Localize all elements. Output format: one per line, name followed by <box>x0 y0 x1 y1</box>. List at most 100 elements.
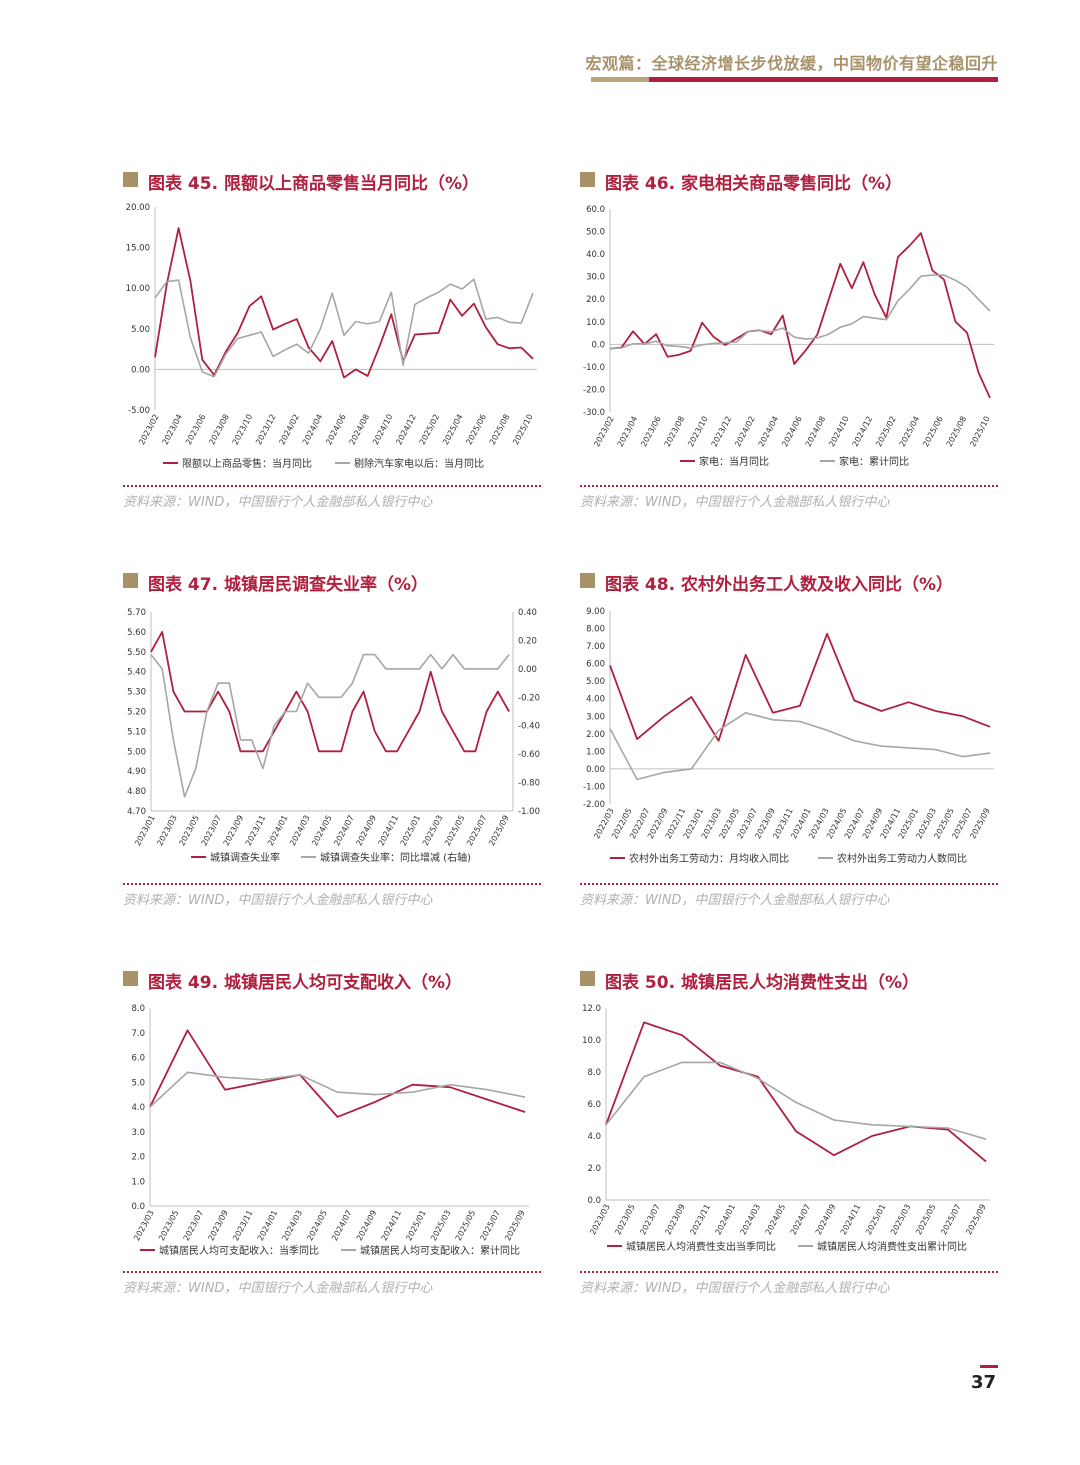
x-tick-label: 2024/05 <box>764 1203 788 1237</box>
x-tick-label: 2024/06 <box>780 415 804 449</box>
y2-tick-label: -0.60 <box>518 750 540 760</box>
y-tick-label: 2.0 <box>587 1164 601 1174</box>
x-tick-label: 2023/04 <box>161 413 185 447</box>
x-tick-label: 2024/12 <box>851 415 875 449</box>
x-tick-label: 2024/07 <box>330 1209 354 1243</box>
y-tick-label: 0.00 <box>131 365 150 375</box>
x-tick-label: 2025/05 <box>914 1203 938 1237</box>
y-tick-label: 3.00 <box>586 712 605 722</box>
chart-47: 4.70 4.80 4.90 5.00 5.10 5.20 5.30 5.40 5.50 5.60… <box>123 594 541 885</box>
x-tick-label: 2023/05 <box>177 814 201 848</box>
y-tick-label: 4.90 <box>127 767 146 777</box>
x-tick-label: 2024/11 <box>839 1203 863 1237</box>
series-line-2 <box>154 278 534 378</box>
y-tick-label: 0.0 <box>131 1202 145 1212</box>
x-tick-label: 2023/12 <box>254 413 278 447</box>
y-tick-label: 10.0 <box>582 1036 601 1046</box>
legend-label: 农村外出务工劳动力：月均收入同比 <box>629 852 789 865</box>
x-tick-label: 2025/08 <box>945 415 969 449</box>
x-tick-label: 2024/11 <box>380 1209 404 1243</box>
x-tick-label: 2024/04 <box>301 413 325 447</box>
x-tick-label: 2024/11 <box>377 814 401 848</box>
y-tick-label: -10.0 <box>583 363 605 373</box>
x-tick-label: 2025/01 <box>864 1203 888 1237</box>
x-tick-label: 2025/10 <box>511 413 535 447</box>
legend-item-1: 城镇调查失业率 <box>191 851 280 864</box>
x-tick-label: 2024/03 <box>739 1203 763 1237</box>
y-tick-label: 5.10 <box>127 727 146 737</box>
x-tick-label: 2023/12 <box>710 415 734 449</box>
y-tick-label: 6.0 <box>131 1054 145 1064</box>
y-tick-label: 10.0 <box>586 318 605 328</box>
legend-label: 城镇调查失业率 <box>210 851 280 864</box>
y2-tick-label: 0.20 <box>518 636 537 646</box>
x-tick-label: 2025/08 <box>488 413 512 447</box>
x-tick-label: 2024/03 <box>288 814 312 848</box>
y-tick-label: 15.00 <box>126 244 150 254</box>
x-tick-label: 2025/04 <box>441 413 465 447</box>
x-tick-label: 2025/10 <box>968 415 992 449</box>
chart-50: 0.0 2.0 4.0 6.0 8.0 10.0 12.0 2023/03 2023/05 202… <box>580 992 998 1273</box>
page-number: 37 <box>970 1372 996 1393</box>
x-tick-label: 2025/06 <box>464 413 488 447</box>
y-tick-label: 40.0 <box>586 250 605 260</box>
x-tick-label: 2025/09 <box>503 1209 527 1243</box>
x-tick-label: 2023/08 <box>663 415 687 449</box>
x-tick-label: 2025/05 <box>454 1209 478 1243</box>
x-tick-label: 2024/08 <box>348 413 372 447</box>
y-tick-label: 0.00 <box>586 765 605 775</box>
x-tick-label: 2024/10 <box>827 415 851 449</box>
x-tick-label: 2023/06 <box>184 413 208 447</box>
x-tick-label: 2025/06 <box>921 415 945 449</box>
x-tick-label: 2024/01 <box>266 814 290 848</box>
y-tick-label: 7.00 <box>586 642 605 652</box>
x-tick-label: 2024/09 <box>814 1203 838 1237</box>
x-tick-label: 2024/05 <box>310 814 334 848</box>
legend-label: 家电：当月同比 <box>699 455 769 468</box>
legend-label: 城镇居民人均消费性支出当季同比 <box>626 1240 776 1253</box>
x-tick-label: 2025/03 <box>429 1209 453 1243</box>
y-tick-label: -30.0 <box>583 408 605 418</box>
y-tick-label: 5.20 <box>127 708 146 718</box>
y-tick-label: 2.00 <box>586 730 605 740</box>
page-number-bar <box>980 1365 998 1368</box>
x-tick-label: 2023/11 <box>231 1209 255 1243</box>
series-line-2 <box>149 1071 526 1108</box>
source-49: 资料来源：WIND，中国银行个人金融部私人银行中心 <box>123 1281 433 1296</box>
y-tick-label: 10.00 <box>126 284 150 294</box>
x-tick-label: 2024/07 <box>789 1203 813 1237</box>
x-tick-label: 2024/01 <box>714 1203 738 1237</box>
x-tick-label: 2023/01 <box>133 814 157 848</box>
y-tick-label: 12.0 <box>582 1004 601 1014</box>
x-tick-label: 2025/03 <box>889 1203 913 1237</box>
x-tick-label: 2024/03 <box>281 1209 305 1243</box>
legend-label: 限额以上商品零售：当月同比 <box>182 457 312 470</box>
y-tick-label: 5.0 <box>131 1078 145 1088</box>
legend-label: 农村外出务工劳动力人数同比 <box>837 852 967 865</box>
y-tick-label: 5.00 <box>127 747 146 757</box>
x-tick-label: 2024/06 <box>324 413 348 447</box>
header-title: 宏观篇：全球经济增长步伐放缓，中国物价有望企稳回升 <box>585 54 998 73</box>
x-tick-label: 2023/03 <box>588 1203 612 1237</box>
x-tick-label: 2024/01 <box>256 1209 280 1243</box>
y-tick-label: 5.00 <box>131 325 150 335</box>
legend-label: 剔除汽车家电以后：当月同比 <box>354 457 484 470</box>
x-tick-label: 2023/09 <box>663 1203 687 1237</box>
legend-item-1: 限额以上商品零售：当月同比 <box>163 457 312 470</box>
y-tick-label: 5.50 <box>127 648 146 658</box>
y-tick-label: 4.0 <box>587 1132 601 1142</box>
header-bar <box>591 77 998 82</box>
x-tick-label: 2025/02 <box>874 415 898 449</box>
x-tick-label: 2023/07 <box>638 1203 662 1237</box>
legend-label: 城镇调查失业率：同比增减 (右轴) <box>320 851 471 864</box>
legend-item-2: 城镇调查失业率：同比增减 (右轴) <box>301 851 471 864</box>
y-tick-label: 60.0 <box>586 205 605 215</box>
y-tick-label: 1.0 <box>131 1177 145 1187</box>
y-tick-label: 4.70 <box>127 807 146 817</box>
series-line-1 <box>150 631 510 753</box>
legend-item-2: 城镇居民人均消费性支出累计同比 <box>798 1240 967 1253</box>
y2-tick-label: -1.00 <box>518 807 540 817</box>
x-tick-label: 2025/09 <box>964 1203 988 1237</box>
